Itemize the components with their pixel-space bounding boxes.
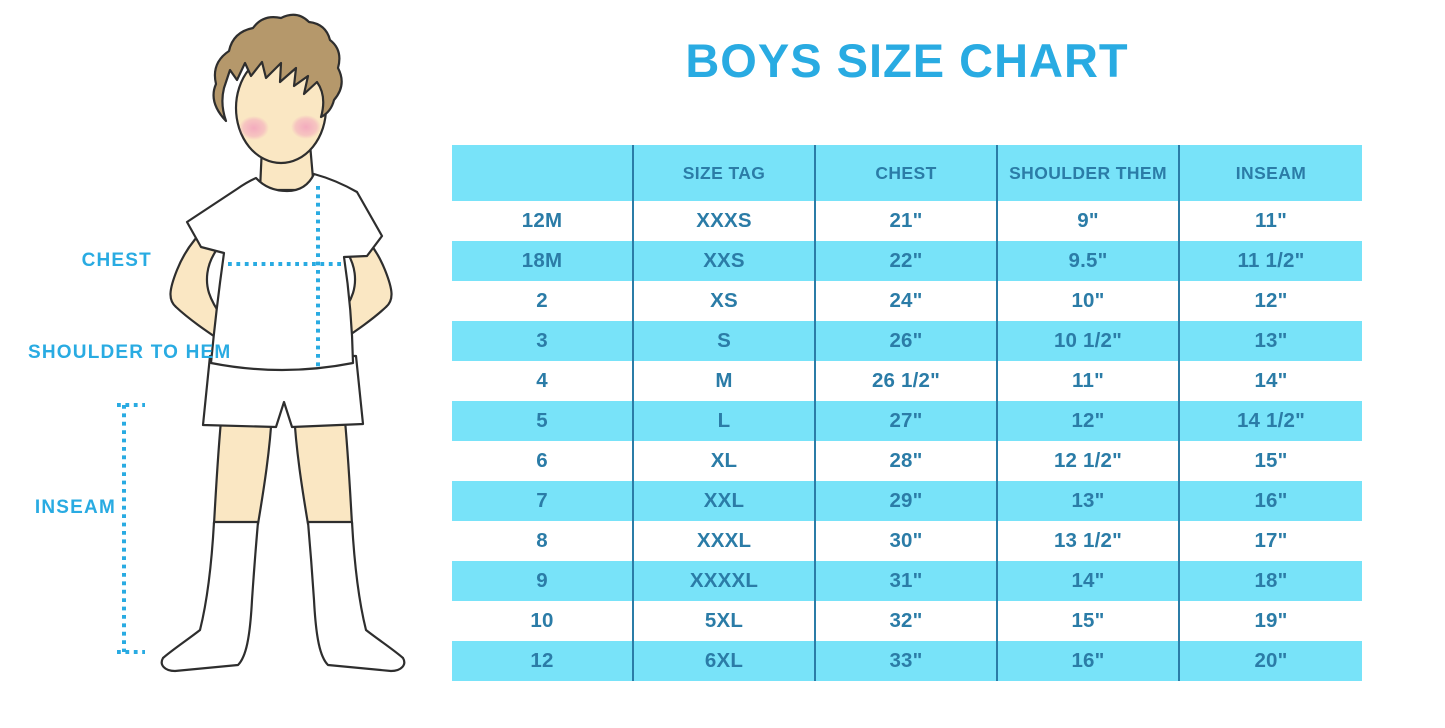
table-cell: 17" (1254, 529, 1288, 552)
table-cell: 8 (452, 521, 634, 561)
measurement-diagram: CHEST SHOULDER TO HEM INSEAM (0, 0, 460, 723)
table-cell: 20" (1254, 649, 1288, 672)
boy-hair (212, 13, 343, 123)
table-cell: XXS (634, 241, 816, 281)
table-cell: 5 (452, 401, 634, 441)
table-cell: 11" (1255, 209, 1287, 232)
table-cell: 31" (816, 561, 998, 601)
table-cell: 21" (816, 201, 998, 241)
table-row: 7 XXL 29" 13" 16" (452, 481, 1362, 521)
label-shoulder-to-hem: SHOULDER TO HEM (28, 342, 232, 363)
table-cell: 10 1/2" (998, 321, 1180, 361)
table-cell: 9.5" (998, 241, 1180, 281)
table-cell: 6 (452, 441, 634, 481)
column-header: INSEAM (1235, 162, 1307, 183)
table-row: 4 M 26 1/2" 11" 14" (452, 361, 1362, 401)
table-cell: 3 (452, 321, 634, 361)
boy-shirt (185, 172, 384, 372)
table-row: 12 6XL 33" 16" 20" (452, 641, 1362, 681)
table-cell: 28" (816, 441, 998, 481)
table-row: 9 XXXXL 31" 14" 18" (452, 561, 1362, 601)
table-cell: 26 1/2" (816, 361, 998, 401)
table-cell: 13" (1254, 329, 1288, 352)
inseam-measure-line (117, 403, 145, 654)
table-cell: 12 1/2" (998, 441, 1180, 481)
table-cell: 18M (452, 241, 634, 281)
table-row: 5 L 27" 12" 14 1/2" (452, 401, 1362, 441)
column-header (452, 145, 634, 201)
table-cell: 7 (452, 481, 634, 521)
table-cell: 32" (816, 601, 998, 641)
table-cell: XL (634, 441, 816, 481)
table-cell: 33" (816, 641, 998, 681)
table-cell: 4 (452, 361, 634, 401)
table-cell: M (634, 361, 816, 401)
table-header-row: SIZE TAG CHEST SHOULDER THEM INSEAM (452, 145, 1362, 201)
boy-figure-illustration (117, 13, 406, 673)
table-cell: 15" (1254, 449, 1288, 472)
table-cell: 13 1/2" (998, 521, 1180, 561)
boy-left-sock (160, 520, 260, 673)
table-cell: 10 (452, 601, 634, 641)
table-cell: 9 (452, 561, 634, 601)
table-cell: 29" (816, 481, 998, 521)
table-row: 8 XXXL 30" 13 1/2" 17" (452, 521, 1362, 561)
table-cell: S (634, 321, 816, 361)
table-cell: 18" (1254, 569, 1288, 592)
table-cell: XXXL (634, 521, 816, 561)
table-cell: 22" (816, 241, 998, 281)
table-cell: 16" (998, 641, 1180, 681)
table-cell: 15" (998, 601, 1180, 641)
boy-shorts (201, 354, 365, 429)
table-cell: 5XL (634, 601, 816, 641)
size-table: SIZE TAG CHEST SHOULDER THEM INSEAM 12M XXXS… (452, 145, 1362, 681)
table-cell: 9" (998, 201, 1180, 241)
table-cell: XXXS (634, 201, 816, 241)
table-body: 12M XXXS 21" 9" 11" 18M XXS 22" 9.5" 11 1/2" 2 XS 24… (452, 201, 1362, 681)
table-cell: L (634, 401, 816, 441)
boy-left-blush (239, 116, 269, 140)
table-cell: 12 (452, 641, 634, 681)
page-title: BOYS SIZE CHART (685, 34, 1129, 87)
table-cell: 12" (998, 401, 1180, 441)
table-cell: 11 1/2" (1237, 249, 1305, 272)
table-cell: 14" (1254, 369, 1288, 392)
table-cell: 27" (816, 401, 998, 441)
table-cell: 14 1/2" (1236, 409, 1306, 432)
table-row: 10 5XL 32" 15" 19" (452, 601, 1362, 641)
table-cell: 11" (998, 361, 1180, 401)
table-cell: 26" (816, 321, 998, 361)
boy-right-blush (291, 115, 321, 139)
column-header: CHEST (816, 145, 998, 201)
table-cell: 16" (1254, 489, 1288, 512)
table-row: 3 S 26" 10 1/2" 13" (452, 321, 1362, 361)
table-cell: 19" (1254, 609, 1288, 632)
table-cell: 30" (816, 521, 998, 561)
table-cell: 10" (998, 281, 1180, 321)
table-cell: 14" (998, 561, 1180, 601)
table-cell: 12" (1254, 289, 1288, 312)
table-cell: 2 (452, 281, 634, 321)
table-cell: XS (634, 281, 816, 321)
table-row: 2 XS 24" 10" 12" (452, 281, 1362, 321)
table-row: 12M XXXS 21" 9" 11" (452, 201, 1362, 241)
table-cell: 6XL (634, 641, 816, 681)
boy-right-sock (306, 520, 406, 673)
table-cell: 24" (816, 281, 998, 321)
column-header: SIZE TAG (634, 145, 816, 201)
column-header: SHOULDER THEM (998, 145, 1180, 201)
table-cell: 12M (452, 201, 634, 241)
table-row: 6 XL 28" 12 1/2" 15" (452, 441, 1362, 481)
table-cell: XXL (634, 481, 816, 521)
table-row: 18M XXS 22" 9.5" 11 1/2" (452, 241, 1362, 281)
table-cell: 13" (998, 481, 1180, 521)
label-chest: CHEST (81, 250, 152, 271)
table-cell: XXXXL (634, 561, 816, 601)
label-inseam: INSEAM (34, 497, 116, 518)
